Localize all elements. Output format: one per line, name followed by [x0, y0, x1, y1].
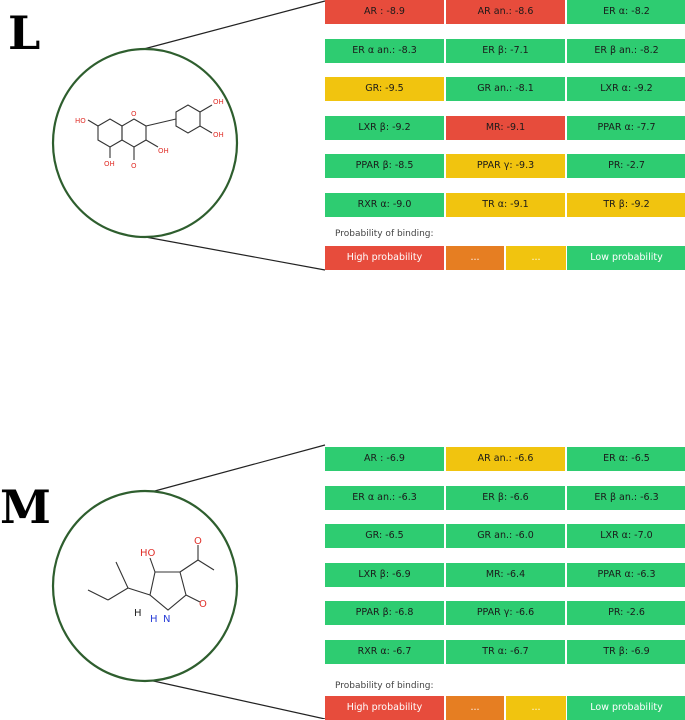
atom-label: O: [131, 110, 137, 118]
binding-score-cell: GR: -9.5: [325, 77, 444, 101]
panel-m: M HO O H N H O AR : -6.9 AR an.: -6.: [0, 440, 685, 720]
binding-score-cell: RXR α: -6.7: [325, 640, 444, 664]
binding-score-cell: AR : -6.9: [325, 447, 444, 471]
legend-swatch: High probability: [325, 696, 444, 720]
binding-score-cell: ER β: -6.6: [446, 486, 565, 510]
legend-swatch: ...: [506, 246, 566, 270]
binding-score-cell: PR: -2.6: [567, 601, 685, 625]
zoom-connector-lines: [51, 0, 326, 271]
binding-score-cell: LXR α: -7.0: [567, 524, 685, 548]
binding-score-cell: ER α: -6.5: [567, 447, 685, 471]
binding-score-cell: PPAR γ: -6.6: [446, 601, 565, 625]
binding-score-cell: PR: -2.7: [567, 154, 685, 178]
atom-label: O: [194, 536, 202, 547]
molecule-structure-tenuazonic-acid: HO O H N H O: [87, 536, 215, 625]
zoom-connector-lines: [51, 444, 326, 719]
legend-swatch: ...: [506, 696, 566, 720]
legend-swatch: ...: [446, 696, 504, 720]
binding-score-cell: RXR α: -9.0: [325, 193, 444, 217]
panel-label: M: [0, 480, 51, 534]
binding-score-cell: ER α an.: -6.3: [325, 486, 444, 510]
binding-score-cell: TR α: -6.7: [446, 640, 565, 664]
binding-score-cell: LXR β: -9.2: [325, 116, 444, 140]
panel-l: L HO OH OH O OH OH O: [0, 0, 685, 300]
probability-label: Probability of binding:: [335, 229, 434, 239]
panel-label: L: [8, 6, 41, 60]
binding-score-cell: AR an.: -6.6: [446, 447, 565, 471]
atom-label: OH: [213, 131, 224, 139]
atom-label: H: [134, 608, 142, 619]
atom-label: N: [163, 614, 170, 625]
atom-label: O: [131, 162, 137, 170]
atom-label: OH: [213, 98, 224, 106]
binding-score-cell: MR: -6.4: [446, 563, 565, 587]
atom-label: HO: [140, 548, 156, 559]
atom-label: OH: [104, 160, 115, 168]
legend-swatch: ...: [446, 246, 504, 270]
binding-score-cell: ER β: -7.1: [446, 39, 565, 63]
binding-score-cell: PPAR α: -6.3: [567, 563, 685, 587]
atom-label: H: [150, 614, 158, 625]
molecule-structure-quercetin: HO OH OH O OH OH O: [75, 98, 224, 170]
binding-score-cell: AR an.: -8.6: [446, 0, 565, 24]
molecule-circle: [51, 489, 239, 683]
atom-label: OH: [158, 147, 169, 155]
binding-score-cell: TR α: -9.1: [446, 193, 565, 217]
binding-score-cell: PPAR β: -6.8: [325, 601, 444, 625]
binding-score-cell: GR: -6.5: [325, 524, 444, 548]
binding-score-cell: MR: -9.1: [446, 116, 565, 140]
binding-score-cell: TR β: -6.9: [567, 640, 685, 664]
atom-label: HO: [75, 117, 86, 125]
binding-score-cell: LXR β: -6.9: [325, 563, 444, 587]
binding-score-cell: GR an.: -6.0: [446, 524, 565, 548]
legend-swatch: Low probability: [567, 696, 685, 720]
binding-score-cell: ER β an.: -8.2: [567, 39, 685, 63]
binding-score-cell: LXR α: -9.2: [567, 77, 685, 101]
binding-score-cell: ER β an.: -6.3: [567, 486, 685, 510]
binding-score-cell: PPAR α: -7.7: [567, 116, 685, 140]
binding-score-cell: ER α: -8.2: [567, 0, 685, 24]
legend-swatch: High probability: [325, 246, 444, 270]
binding-score-cell: AR : -8.9: [325, 0, 444, 24]
binding-score-cell: GR an.: -8.1: [446, 77, 565, 101]
legend-swatch: Low probability: [567, 246, 685, 270]
binding-score-cell: TR β: -9.2: [567, 193, 685, 217]
binding-score-cell: PPAR γ: -9.3: [446, 154, 565, 178]
probability-label: Probability of binding:: [335, 681, 434, 691]
molecule-circle: [51, 47, 239, 239]
binding-score-cell: ER α an.: -8.3: [325, 39, 444, 63]
binding-score-cell: PPAR β: -8.5: [325, 154, 444, 178]
atom-label: O: [199, 599, 207, 610]
